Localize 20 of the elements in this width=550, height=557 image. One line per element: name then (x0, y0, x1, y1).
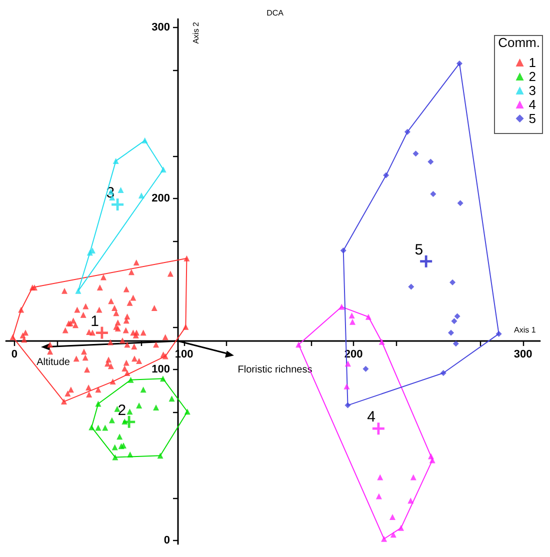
x-tick-label: 300 (514, 348, 532, 360)
annotation: 2 (118, 402, 126, 419)
legend-label: 4 (528, 97, 536, 112)
annotation: 5 (414, 241, 424, 258)
legend-label: 2 (528, 69, 536, 84)
legend-label: 1 (528, 55, 536, 70)
y-tick-label: 300 (152, 22, 170, 34)
chart-title: DCA (266, 8, 284, 18)
y-tick-label: 100 (152, 364, 170, 376)
y-axis-title: Axis 2 (192, 21, 200, 44)
y-tick-label: 0 (164, 534, 170, 547)
legend-label: 3 (528, 83, 536, 98)
x-axis-title: Axis 1 (514, 326, 536, 334)
annotation: Altitude (36, 356, 70, 368)
legend-label: 5 (528, 111, 536, 126)
y-tick-label: 200 (152, 192, 170, 205)
annotation: 4 (367, 408, 376, 426)
legend-title: Comm. (498, 35, 540, 50)
annotation: 1 (90, 312, 99, 330)
x-tick-label: 0 (11, 348, 18, 360)
